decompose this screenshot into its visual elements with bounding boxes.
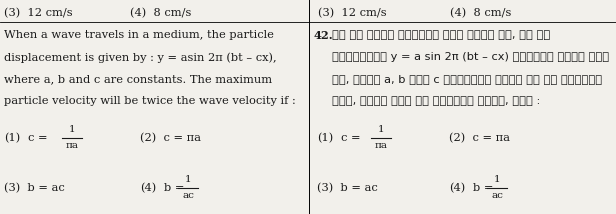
- Text: 1: 1: [69, 125, 75, 135]
- Text: displacement is given by : y = asin 2π (bt – cx),: displacement is given by : y = asin 2π (…: [4, 52, 277, 62]
- Text: c =: c =: [28, 133, 47, 143]
- Text: πa: πa: [65, 141, 78, 150]
- Text: b =: b =: [164, 183, 184, 193]
- Text: जब एक तरंग माध्यम में चलती है, कण का: जब एक तरंग माध्यम में चलती है, कण का: [332, 30, 550, 40]
- Text: है, जहाँ a, b एवं c नियतांक हैं। कण का अधिकतम: है, जहाँ a, b एवं c नियतांक हैं। कण का अ…: [332, 74, 602, 84]
- Text: (4): (4): [449, 183, 466, 193]
- Text: (2)  c = πa: (2) c = πa: [449, 133, 510, 143]
- Text: 1: 1: [185, 175, 192, 184]
- Text: 1: 1: [494, 175, 501, 184]
- Text: (3)  b = ac: (3) b = ac: [317, 183, 378, 193]
- Text: c =: c =: [341, 133, 361, 143]
- Text: ac: ac: [182, 192, 194, 201]
- Text: where a, b and c are constants. The maximum: where a, b and c are constants. The maxi…: [4, 74, 272, 84]
- Text: (1): (1): [4, 133, 20, 143]
- Text: πa: πa: [375, 141, 387, 150]
- Text: (3)  b = ac: (3) b = ac: [4, 183, 65, 193]
- Text: 42.: 42.: [314, 30, 334, 41]
- Text: विस्थापन y = a sin 2π (bt – cx) द्वारा दिया गया: विस्थापन y = a sin 2π (bt – cx) द्वारा द…: [332, 52, 609, 62]
- Text: (1): (1): [317, 133, 333, 143]
- Text: b =: b =: [473, 183, 493, 193]
- Text: (2)  c = πa: (2) c = πa: [140, 133, 201, 143]
- Text: (3)  12 cm/s: (3) 12 cm/s: [318, 8, 387, 18]
- Text: वेग, तरंग वेग का दोगुना होगा, यदि :: वेग, तरंग वेग का दोगुना होगा, यदि :: [332, 96, 540, 106]
- Text: 1: 1: [378, 125, 384, 135]
- Text: (4): (4): [140, 183, 156, 193]
- Text: ac: ac: [492, 192, 503, 201]
- Text: particle velocity will be twice the wave velocity if :: particle velocity will be twice the wave…: [4, 96, 296, 106]
- Text: (3)  12 cm/s: (3) 12 cm/s: [4, 8, 73, 18]
- Text: (4)  8 cm/s: (4) 8 cm/s: [130, 8, 192, 18]
- Text: When a wave travels in a medium, the particle: When a wave travels in a medium, the par…: [4, 30, 274, 40]
- Text: (4)  8 cm/s: (4) 8 cm/s: [450, 8, 511, 18]
